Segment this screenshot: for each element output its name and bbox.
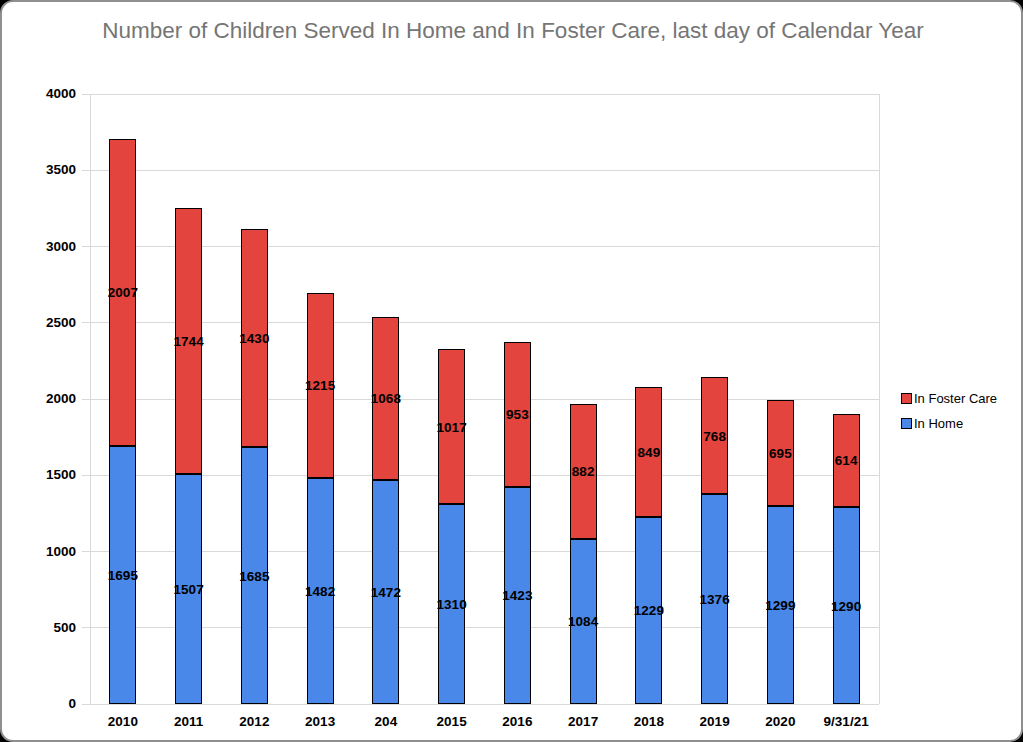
x-axis-label: 2018 — [634, 714, 664, 729]
legend-item-in-home: In Home — [901, 411, 997, 436]
legend-item-in-foster-care: In Foster Care — [901, 386, 997, 411]
bar-value-label-in-foster-care: 1215 — [305, 378, 335, 393]
bar-value-label-in-foster-care: 768 — [703, 428, 726, 443]
y-axis-label: 1000 — [2, 544, 76, 559]
legend-swatch-icon — [901, 418, 912, 429]
y-axis-tick — [82, 704, 90, 705]
bar-value-label-in-foster-care: 1068 — [371, 391, 401, 406]
bar-value-label-in-foster-care: 1744 — [174, 334, 204, 349]
bar-value-label-in-home: 1084 — [568, 614, 598, 629]
y-axis-tick — [82, 627, 90, 628]
x-axis-label: 2017 — [568, 714, 598, 729]
y-axis-label: 500 — [2, 620, 76, 635]
x-axis-label: 2012 — [239, 714, 269, 729]
y-axis-label: 3000 — [2, 239, 76, 254]
gridline — [90, 475, 879, 476]
legend-swatch-icon — [901, 393, 912, 404]
gridline — [90, 246, 879, 247]
bar-value-label-in-home: 1299 — [765, 597, 795, 612]
bar-value-label-in-foster-care: 1430 — [239, 331, 269, 346]
gridline — [90, 704, 879, 705]
gridline — [90, 627, 879, 628]
y-axis-tick — [82, 322, 90, 323]
y-axis-tick — [82, 551, 90, 552]
y-axis-label: 3500 — [2, 162, 76, 177]
y-axis-label: 4000 — [2, 86, 76, 101]
y-axis-label: 1500 — [2, 467, 76, 482]
y-axis-label: 0 — [2, 696, 76, 711]
y-axis-tick — [82, 94, 90, 95]
x-axis-label: 2013 — [305, 714, 335, 729]
bar-value-label-in-foster-care: 2007 — [108, 285, 138, 300]
x-axis-label: 2010 — [108, 714, 138, 729]
y-axis-label: 2000 — [2, 391, 76, 406]
bar-value-label-in-home: 1229 — [634, 603, 664, 618]
legend-label: In Foster Care — [914, 391, 997, 406]
chart-plot-area: 0 500 1000 1500 2000 2500 3000 3500 4000 1695 2007… — [2, 2, 1021, 740]
gridline — [90, 322, 879, 323]
bar-value-label-in-home: 1695 — [108, 567, 138, 582]
bar-value-label-in-foster-care: 849 — [638, 444, 661, 459]
gridline — [90, 551, 879, 552]
y-axis-tick — [82, 246, 90, 247]
x-axis-label: 204 — [375, 714, 398, 729]
plot-border-right — [879, 94, 880, 704]
screenshot-frame: Number of Children Served In Home and In… — [0, 0, 1023, 742]
x-axis-label: 2019 — [700, 714, 730, 729]
bar-value-label-in-foster-care: 882 — [572, 464, 595, 479]
gridline — [90, 170, 879, 171]
x-axis-label: 2016 — [502, 714, 532, 729]
bar-value-label-in-foster-care: 953 — [506, 407, 529, 422]
legend-label: In Home — [914, 416, 963, 431]
plot-border-left — [90, 94, 91, 704]
y-axis-label: 2500 — [2, 315, 76, 330]
bar-value-label-in-home: 1310 — [437, 597, 467, 612]
y-axis-tick — [82, 399, 90, 400]
bar-value-label-in-foster-care: 695 — [769, 445, 792, 460]
bar-value-label-in-home: 1472 — [371, 584, 401, 599]
gridline — [90, 399, 879, 400]
bar-value-label-in-home: 1685 — [239, 568, 269, 583]
y-axis-tick — [82, 475, 90, 476]
bar-value-label-in-home: 1423 — [502, 588, 532, 603]
x-axis-label: 2011 — [174, 714, 203, 729]
chart-legend: In Foster Care In Home — [901, 386, 997, 436]
bar-value-label-in-foster-care: 1017 — [437, 419, 467, 434]
y-axis-tick — [82, 170, 90, 171]
bar-value-label-in-home: 1376 — [700, 592, 730, 607]
bar-value-label-in-home: 1290 — [831, 598, 861, 613]
bar-value-label-in-home: 1507 — [174, 582, 204, 597]
x-axis-label: 2015 — [437, 714, 467, 729]
bar-value-label-in-home: 1482 — [305, 583, 335, 598]
bar-value-label-in-foster-care: 614 — [835, 453, 858, 468]
gridline — [90, 94, 879, 95]
x-axis-label: 2020 — [765, 714, 795, 729]
x-axis-label: 9/31/21 — [824, 714, 869, 729]
